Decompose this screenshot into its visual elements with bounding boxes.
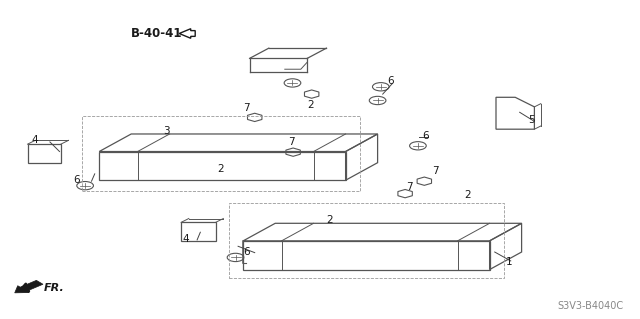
Text: 6: 6: [74, 175, 80, 185]
Text: 6: 6: [387, 76, 394, 86]
Text: 6: 6: [422, 130, 429, 141]
Text: B-40-41: B-40-41: [131, 27, 182, 40]
Text: 1: 1: [506, 256, 512, 267]
Text: 7: 7: [243, 103, 250, 114]
Text: 6: 6: [243, 247, 250, 257]
Text: 5: 5: [528, 115, 534, 125]
Text: FR.: FR.: [44, 283, 64, 293]
Text: 2: 2: [326, 215, 333, 225]
Text: 3: 3: [163, 126, 170, 136]
Text: 2: 2: [464, 189, 470, 200]
Text: 7: 7: [432, 166, 438, 176]
Text: 2: 2: [218, 164, 224, 174]
Text: 4: 4: [182, 234, 189, 244]
Text: 2: 2: [307, 100, 314, 110]
Text: S3V3-B4040C: S3V3-B4040C: [558, 301, 624, 311]
FancyArrow shape: [15, 280, 43, 293]
Text: 4: 4: [32, 135, 38, 145]
Text: 7: 7: [406, 182, 413, 192]
Text: 7: 7: [288, 137, 294, 147]
